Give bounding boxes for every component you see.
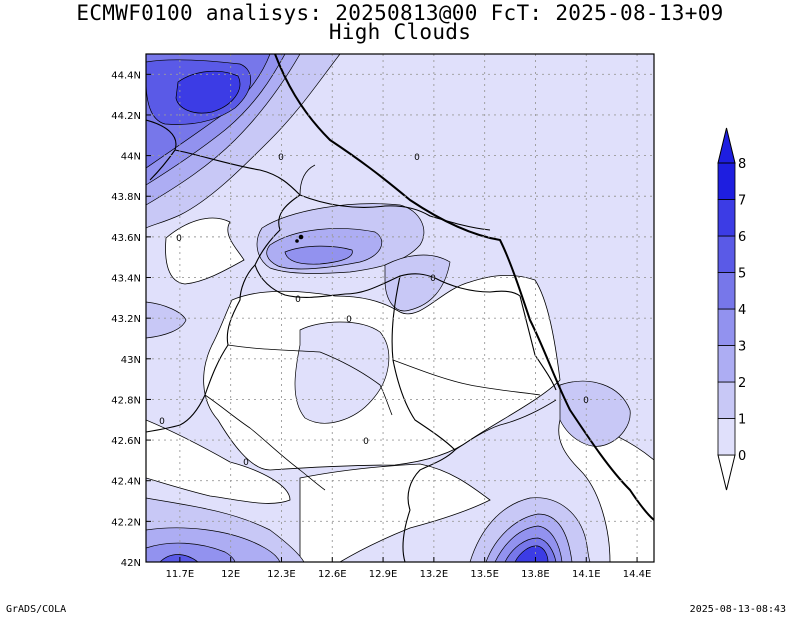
cloud-free-area-southwest [146,419,291,504]
lat-tick-label: 43.4N [111,274,141,285]
lon-tick-label: 12.9E [369,569,398,580]
cloud-area-nw-6 [175,70,241,114]
colorbar-label: 5 [738,267,746,282]
city-marker [298,234,304,240]
lat-tick-label: 43.2N [111,314,141,325]
lon-tick-label: 12.3E [267,569,296,580]
lat-tick-label: 42.2N [111,517,141,528]
contour-label: 0 [278,153,284,163]
colorbar-segment [717,235,736,273]
lon-tick-label: 14.4E [623,569,652,580]
lat-tick-label: 43N [121,355,141,366]
contour-label: 0 [363,437,369,447]
lat-tick-label: 44.4N [111,70,141,81]
cloud-area-east-edge [559,380,631,447]
regional-border [146,119,557,562]
contour-label: 0 [430,274,436,284]
lat-tick-label: 43.8N [111,192,141,203]
contour-label: 0 [346,315,352,325]
footer-timestamp: 2025-08-13-08:43 [689,604,786,615]
lon-tick-label: 12.6E [318,569,347,580]
lat-tick-label: 44N [121,152,141,163]
colorbar-segment [717,308,736,346]
lat-tick-label: 42N [121,558,141,569]
colorbar-label: 1 [738,413,746,428]
lon-tick-label: 14.1E [572,569,601,580]
lon-tick-labels: 11.7E 12E 12.3E 12.6E 12.9E 13.2E 13.5E 13.8E 14… [166,557,652,580]
colorbar-segment [717,381,736,419]
lat-tick-label: 44.2N [111,111,141,122]
contour-label: 0 [295,295,301,305]
colorbar-label: 4 [738,303,746,318]
colorbar-label: 6 [738,230,746,245]
colorbar-segment [717,272,736,310]
map-frame [145,53,655,563]
colorbar-label: 2 [738,376,746,391]
contour-label: 0 [159,417,165,427]
chart-subtitle: High Clouds [328,20,472,44]
cloud-area-central-3 [284,245,353,265]
colorbar-label: 7 [738,194,746,209]
colorbar-upper-triangle [717,127,736,164]
contour-labels: 0 0 0 0 0 0 0 0 0 0 [159,153,589,468]
colorbar-segment [717,199,736,237]
cloud-free-area-west [165,217,245,285]
coastline [274,54,654,521]
colorbar-label: 8 [738,157,746,172]
lon-tick-label: 13.5E [470,569,499,580]
cloud-area-west-edge [146,301,187,339]
chart-title: ECMWF0100 analisys: 20250813@00 FcT: 202… [76,1,724,25]
lat-tick-labels: 44.4N 44.2N 44N 43.8N 43.6N 43.4N 43.2N 43N 42.8… [111,70,151,569]
colorbar-label: 0 [738,449,746,464]
city-marker [295,239,299,243]
cloud-area-se-5 [514,545,549,562]
lon-tick-label: 11.7E [166,569,195,580]
grid-lines [146,54,654,562]
contour-label: 0 [583,396,589,406]
lat-tick-label: 42.6N [111,436,141,447]
cloud-area-center-2 [294,321,390,424]
colorbar-lower-triangle [717,454,736,491]
contour-label: 0 [414,153,420,163]
colorbar: 0 1 2 3 4 5 6 7 8 [717,127,746,491]
colorbar-segment [717,162,736,200]
lat-tick-label: 42.4N [111,477,141,488]
contour-label: 0 [176,234,182,244]
contour-label: 0 [243,458,249,468]
lat-tick-label: 42.8N [111,395,141,406]
province-borders [204,164,557,491]
lon-tick-label: 13.8E [521,569,550,580]
lon-tick-label: 12E [221,569,240,580]
colorbar-segment [717,418,736,456]
lat-tick-label: 43.6N [111,233,141,244]
cloud-area-east-2 [384,254,451,312]
colorbar-label: 3 [738,340,746,355]
lon-tick-label: 13.2E [420,569,449,580]
colorbar-segment [717,345,736,383]
footer-credit: GrADS/COLA [6,604,67,615]
